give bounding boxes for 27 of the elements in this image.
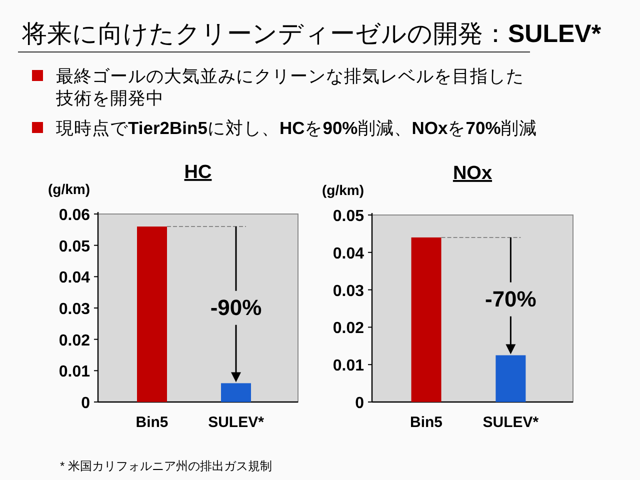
text: * 米国カリフォルニア州の排出ガス規制: [60, 459, 272, 473]
y-axis-title: (g/km): [322, 182, 364, 198]
x-tick-label: SULEV*: [208, 414, 264, 431]
y-tick-label: 0.05: [332, 208, 364, 225]
y-tick-label: 0.04: [332, 245, 364, 262]
y-tick-label: 0.03: [58, 301, 90, 318]
y-tick-label: 0.02: [58, 332, 90, 350]
y-tick-label: 0.01: [332, 358, 364, 375]
x-tick-label: SULEV*: [482, 414, 539, 431]
text: 将来に向けたクリーンディーゼルの開発：SULEV*: [21, 20, 602, 48]
y-tick-label: 0.01: [58, 364, 90, 381]
x-tick-label: Bin5: [410, 414, 443, 431]
y-tick-label: 0: [81, 395, 90, 412]
annotation: -90%: [210, 294, 262, 320]
y-tick-label: 0.06: [58, 207, 90, 224]
y-tick-label: 0.03: [332, 282, 364, 300]
y-tick-label: 0.04: [58, 270, 90, 287]
chart-title: NOx: [452, 163, 492, 184]
chart-title: HC: [184, 162, 212, 183]
y-tick-label: 0: [355, 395, 364, 412]
text: 最終ゴールの大気並みにクリーンな排気レベルを目指した技術を開発中: [55, 66, 524, 108]
annotation: -70%: [485, 286, 536, 312]
x-tick-label: Bin5: [136, 414, 168, 431]
y-axis-title: (g/km): [48, 181, 90, 197]
y-tick-label: 0.05: [58, 238, 90, 256]
text: 現時点でTier2Bin5に対し、HCを90%削減、NOxを70%削減: [56, 118, 537, 138]
y-tick-label: 0.02: [332, 320, 364, 338]
